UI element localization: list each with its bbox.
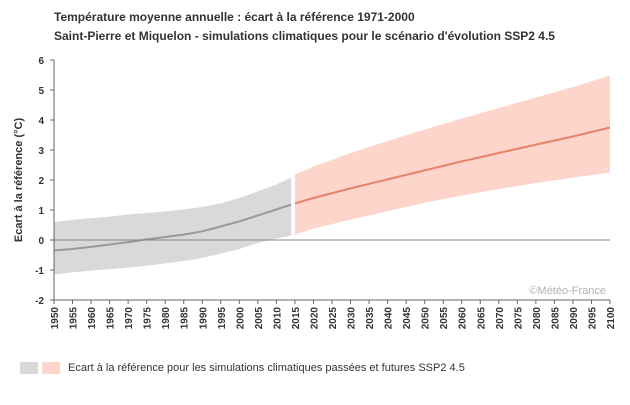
x-tick-label: 2085 (550, 307, 561, 330)
y-tick-label: 2 (38, 176, 44, 187)
axes: -2 -1 0 1 2 3 4 5 6 1950 1955 1960 1965 1970 1975 1980 1… (35, 56, 617, 329)
x-tick-label: 2000 (235, 307, 246, 330)
x-tick-label: 2005 (254, 307, 265, 330)
watermark-text: ©Météo-France (529, 285, 606, 297)
mean-line-past (53, 203, 292, 252)
y-tick-label: -2 (35, 296, 44, 307)
x-tick-label: 1955 (69, 307, 80, 330)
x-tick-label: 1995 (217, 307, 228, 330)
legend-label: Ecart à la référence pour les simulation… (68, 362, 465, 374)
y-tick-label: 6 (38, 56, 44, 67)
chart-title: Température moyenne annuelle : écart à l… (54, 10, 415, 24)
x-tick-label: 1965 (106, 307, 117, 330)
x-tick-label: 2070 (495, 307, 506, 330)
x-tick-label: 2100 (606, 307, 617, 330)
y-tick-label: 0 (38, 236, 44, 247)
x-tick-label: 1975 (143, 307, 154, 330)
y-axis-label: Ecart à la référence (°C) (13, 118, 25, 243)
y-tick-label: 3 (38, 146, 44, 157)
x-tick-label: 2015 (291, 307, 302, 330)
y-tick-label: 4 (38, 116, 44, 127)
x-tick-label: 1980 (161, 307, 172, 330)
x-tick-label: 2075 (513, 307, 524, 330)
x-tick-label: 2025 (328, 307, 339, 330)
x-tick-label: 2055 (439, 307, 450, 330)
y-tick-label: 1 (38, 206, 44, 217)
x-tick-label: 1960 (87, 307, 98, 330)
x-tick-label: 2020 (310, 307, 321, 330)
x-tick-label: 2045 (402, 307, 413, 330)
x-tick-label: 2050 (421, 307, 432, 330)
y-tick-label: -1 (35, 266, 44, 277)
x-tick-label: 1950 (50, 307, 61, 330)
x-tick-label: 2010 (272, 307, 283, 330)
mean-line-future (294, 126, 611, 205)
x-tick-label: 2040 (384, 307, 395, 330)
x-tick-label: 2090 (569, 307, 580, 330)
x-tick-label: 2060 (458, 307, 469, 330)
x-tick-label: 1990 (198, 307, 209, 330)
x-tick-label: 2065 (476, 307, 487, 330)
x-tick-label: 2080 (532, 307, 543, 330)
y-tick-label: 5 (38, 86, 44, 97)
x-tick-label: 2035 (365, 307, 376, 330)
x-tick-label: 1985 (180, 307, 191, 330)
x-tick-label: 2030 (347, 307, 358, 330)
plot-area (53, 75, 611, 275)
uncertainty-band-past (54, 177, 292, 275)
uncertainty-band-future (294, 75, 610, 235)
x-tick-label: 1970 (124, 307, 135, 330)
legend-swatch-past (20, 362, 38, 374)
legend-swatch-future (42, 362, 60, 374)
legend: Ecart à la référence pour les simulation… (20, 362, 465, 374)
x-tick-label: 2095 (588, 307, 599, 330)
chart-subtitle: Saint-Pierre et Miquelon - simulations c… (54, 29, 555, 43)
